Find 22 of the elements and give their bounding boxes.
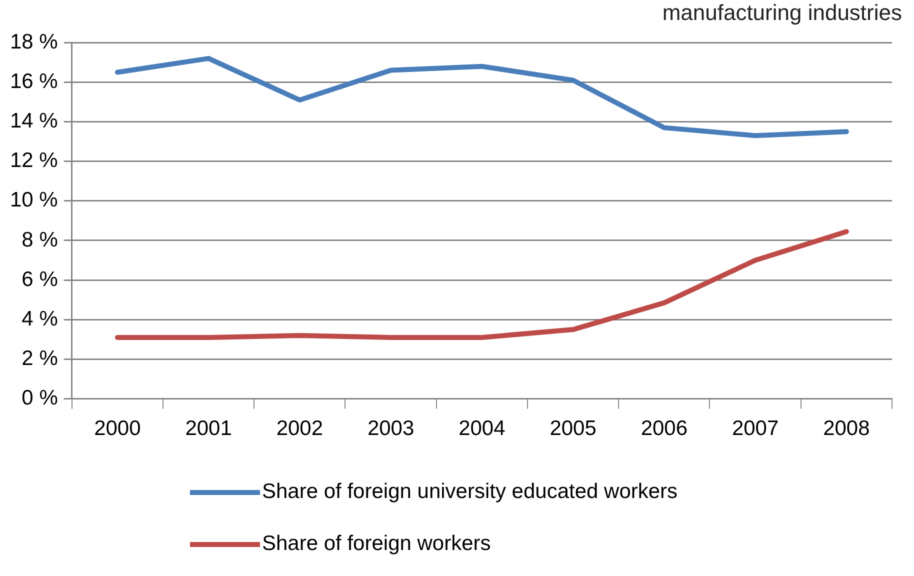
y-tick-label: 10 % [10,188,58,212]
x-tick-label: 2005 [550,417,596,440]
x-tick-label: 2001 [185,417,232,440]
legend-label: Share of foreign university educated workers [262,480,678,504]
y-tick-label: 18 % [10,30,58,54]
legend-label: Share of foreign workers [262,532,491,556]
x-tick-label: 2004 [458,417,506,440]
y-tick-label: 4 % [22,307,58,330]
y-tick-label: 8 % [22,228,58,252]
y-tick-label: 0 % [22,386,58,410]
chart-title: manufacturing industries [661,0,903,26]
x-tick-label: 2007 [732,417,779,440]
y-tick-label: 14 % [10,110,58,133]
x-tick-label: 2003 [367,417,414,440]
x-tick-label: 2008 [823,417,870,440]
x-tick-label: 2006 [640,417,688,440]
y-tick-label: 2 % [22,347,58,370]
x-tick-label: 2002 [276,417,324,440]
x-tick-label: 2000 [94,417,141,440]
y-tick-label: 16 % [10,70,58,93]
y-tick-label: 12 % [10,149,58,172]
y-tick-label: 6 % [22,268,58,291]
